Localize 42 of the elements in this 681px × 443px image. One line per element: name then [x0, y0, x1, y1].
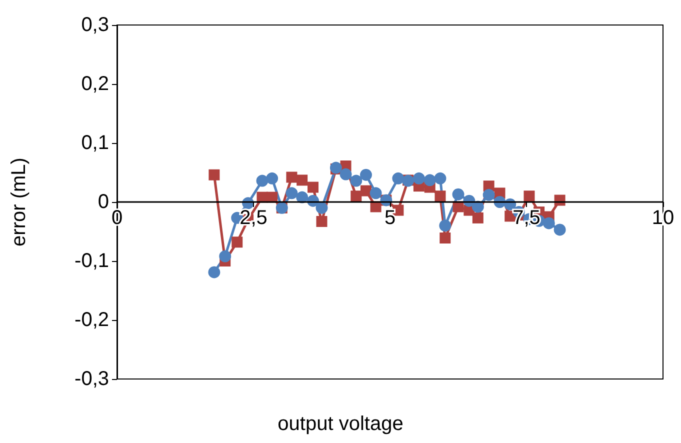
point: [340, 168, 352, 180]
point: [296, 174, 308, 186]
y-axis-title: error (mL): [8, 158, 30, 246]
y-tick-label: 0,1: [81, 132, 109, 154]
y-tick-label: 0,2: [81, 73, 109, 95]
point: [316, 216, 328, 227]
point: [256, 174, 268, 187]
point: [350, 174, 362, 187]
point: [296, 191, 308, 204]
y-tick-label: -0,1: [74, 250, 109, 272]
point: [424, 174, 436, 186]
point: [360, 168, 372, 181]
point: [439, 220, 452, 232]
point: [482, 188, 495, 201]
point: [266, 172, 278, 184]
y-tick-label: -0,2: [74, 309, 109, 331]
point: [232, 236, 243, 248]
point: [286, 172, 298, 183]
point: [316, 202, 328, 214]
point: [452, 188, 464, 200]
point: [440, 232, 451, 244]
point: [524, 190, 535, 202]
point: [434, 190, 446, 202]
point: [219, 250, 232, 262]
point: [308, 182, 319, 193]
point: [472, 212, 484, 224]
point: [554, 224, 566, 236]
point: [208, 169, 220, 180]
y-tick-label: 0: [98, 191, 109, 213]
point: [286, 187, 298, 200]
y-tick-label: -0,3: [74, 368, 109, 390]
point: [370, 187, 382, 200]
point: [360, 185, 372, 196]
x-axis-title: output voltage: [278, 413, 404, 435]
point: [208, 266, 220, 278]
point: [434, 172, 446, 184]
point: [412, 172, 425, 184]
x-tick-label: 5: [384, 207, 396, 229]
point: [350, 190, 362, 202]
point: [542, 217, 555, 230]
y-tick-label: 0,3: [81, 14, 109, 36]
point: [392, 172, 404, 184]
